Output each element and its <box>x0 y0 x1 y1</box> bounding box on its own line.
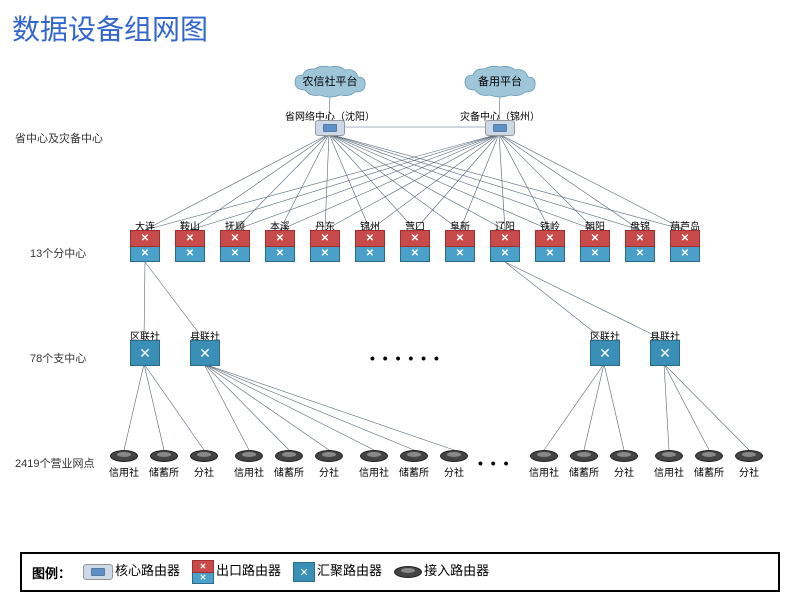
legend-title: 图例： <box>32 563 71 582</box>
agg-router-1: ✕ <box>190 340 220 366</box>
network-diagram: 省中心及灾备中心 13个分中心 78个支中心 2419个营业网点 农信社平台 备用… <box>0 50 800 520</box>
legend-label-3: 接入路由器 <box>424 563 489 578</box>
access-router-7 <box>400 450 428 462</box>
outlet-label-1: 储蓄所 <box>146 464 182 479</box>
access-router-9 <box>530 450 558 462</box>
row-label-outlet: 2419个营业网点 <box>15 455 94 471</box>
outlet-label-3: 信用社 <box>231 464 267 479</box>
access-router-2 <box>190 450 218 462</box>
egress-router-4: ✕✕ <box>310 230 340 262</box>
access-router-14 <box>735 450 763 462</box>
outlet-label-8: 分社 <box>436 464 472 479</box>
outlet-label-4: 储蓄所 <box>271 464 307 479</box>
egress-router-5: ✕✕ <box>355 230 385 262</box>
ellipsis-1: • • • <box>478 455 510 471</box>
legend: 图例： 核心路由器 ✕✕出口路由器 ✕汇聚路由器 接入路由器 <box>20 552 780 592</box>
legend-icon-agg: ✕ <box>293 562 315 582</box>
legend-label-1: 出口路由器 <box>216 563 281 578</box>
outlet-label-6: 信用社 <box>356 464 392 479</box>
cloud-0: 农信社平台 <box>290 65 370 100</box>
access-router-10 <box>570 450 598 462</box>
egress-router-1: ✕✕ <box>175 230 205 262</box>
outlet-label-10: 储蓄所 <box>566 464 602 479</box>
page-title: 数据设备组网图 <box>0 0 800 48</box>
row-label-branch: 78个支中心 <box>30 350 86 366</box>
access-router-3 <box>235 450 263 462</box>
egress-router-6: ✕✕ <box>400 230 430 262</box>
egress-router-8: ✕✕ <box>490 230 520 262</box>
egress-router-12: ✕✕ <box>670 230 700 262</box>
egress-router-0: ✕✕ <box>130 230 160 262</box>
access-router-6 <box>360 450 388 462</box>
core-router-1 <box>485 120 515 136</box>
outlet-label-7: 储蓄所 <box>396 464 432 479</box>
outlet-label-5: 分社 <box>311 464 347 479</box>
outlet-label-14: 分社 <box>731 464 767 479</box>
row-label-subcenter: 13个分中心 <box>30 245 86 261</box>
egress-router-11: ✕✕ <box>625 230 655 262</box>
legend-icon-egress: ✕✕ <box>192 560 214 584</box>
access-router-13 <box>695 450 723 462</box>
agg-router-2: ✕ <box>590 340 620 366</box>
outlet-label-9: 信用社 <box>526 464 562 479</box>
cloud-1: 备用平台 <box>460 65 540 100</box>
core-router-0 <box>315 120 345 136</box>
outlet-label-13: 储蓄所 <box>691 464 727 479</box>
outlet-label-11: 分社 <box>606 464 642 479</box>
access-router-11 <box>610 450 638 462</box>
agg-router-0: ✕ <box>130 340 160 366</box>
egress-router-7: ✕✕ <box>445 230 475 262</box>
egress-router-9: ✕✕ <box>535 230 565 262</box>
access-router-12 <box>655 450 683 462</box>
egress-router-2: ✕✕ <box>220 230 250 262</box>
egress-router-10: ✕✕ <box>580 230 610 262</box>
row-label-province: 省中心及灾备中心 <box>15 130 103 146</box>
access-router-1 <box>150 450 178 462</box>
legend-label-0: 核心路由器 <box>115 563 180 578</box>
agg-router-3: ✕ <box>650 340 680 366</box>
access-router-8 <box>440 450 468 462</box>
egress-router-3: ✕✕ <box>265 230 295 262</box>
access-router-5 <box>315 450 343 462</box>
outlet-label-2: 分社 <box>186 464 222 479</box>
outlet-label-0: 信用社 <box>106 464 142 479</box>
legend-icon-core <box>83 564 113 580</box>
outlet-label-12: 信用社 <box>651 464 687 479</box>
legend-label-2: 汇聚路由器 <box>317 563 382 578</box>
access-router-4 <box>275 450 303 462</box>
access-router-0 <box>110 450 138 462</box>
legend-icon-access <box>394 566 422 578</box>
ellipsis-0: • • • • • • <box>370 350 441 366</box>
